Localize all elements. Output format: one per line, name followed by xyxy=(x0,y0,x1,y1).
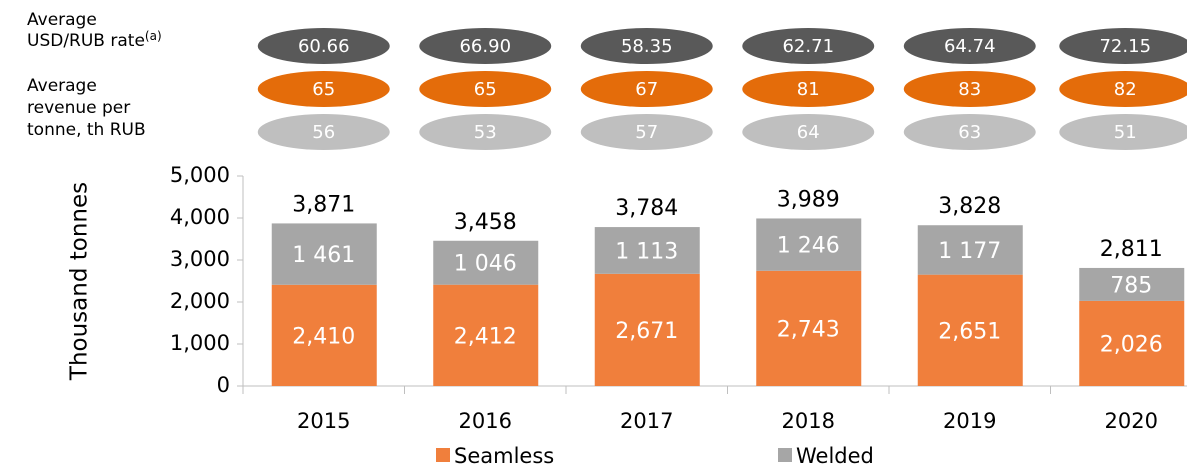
total-label: 3,871 xyxy=(292,192,355,217)
indicator-ellipse xyxy=(257,28,390,64)
row-label: revenue per xyxy=(27,98,130,118)
indicator-value: 72.15 xyxy=(1099,36,1151,57)
indicator-ellipse xyxy=(580,114,713,150)
indicator-value: 65 xyxy=(312,79,335,100)
y-axis-label: Thousand tonnes xyxy=(67,182,93,381)
bar-value-label: 1 461 xyxy=(292,243,355,268)
row-label: USD/RUB rate(a) xyxy=(27,29,162,52)
indicator-value: 67 xyxy=(635,79,658,100)
indicator-ellipse xyxy=(257,71,390,107)
bar-segment xyxy=(917,225,1023,275)
indicator-ellipse xyxy=(580,28,713,64)
indicator-value: 64.74 xyxy=(944,36,996,57)
bar-segment xyxy=(1079,300,1185,386)
row-label: tonne, th RUB xyxy=(27,120,146,140)
indicator-ellipse xyxy=(742,28,875,64)
bar-segment xyxy=(433,284,539,386)
indicator-value: 82 xyxy=(1114,79,1137,100)
indicator-ellipse xyxy=(1059,114,1187,150)
x-tick-label: 2017 xyxy=(620,409,673,433)
bar-value-label: 785 xyxy=(1110,273,1152,298)
row-label-superscript: (a) xyxy=(145,29,162,43)
bar-value-label: 2,651 xyxy=(938,319,1001,344)
bar-value-label: 2,410 xyxy=(292,324,355,349)
indicator-value: 51 xyxy=(1114,122,1137,143)
total-label: 3,989 xyxy=(777,187,840,212)
legend-label: Seamless xyxy=(454,444,554,468)
y-tick-label: 0 xyxy=(217,373,230,397)
legend-label: Welded xyxy=(796,444,874,468)
total-label: 3,828 xyxy=(938,194,1001,219)
row-label: Average xyxy=(27,10,97,30)
indicator-ellipse xyxy=(903,114,1036,150)
x-tick-label: 2020 xyxy=(1105,409,1158,433)
indicator-value: 63 xyxy=(958,122,981,143)
indicator-value: 81 xyxy=(797,79,820,100)
bar-value-label: 1 177 xyxy=(938,239,1001,264)
bar-value-label: 2,671 xyxy=(615,319,678,344)
legend-swatch xyxy=(436,448,450,462)
y-tick-label: 1,000 xyxy=(170,331,230,355)
bar-segment xyxy=(271,284,377,386)
bar-segment xyxy=(594,227,700,274)
bar-segment xyxy=(917,274,1023,386)
indicator-value: 58.35 xyxy=(621,36,673,57)
bar-segment xyxy=(271,223,377,285)
indicator-ellipse xyxy=(742,114,875,150)
indicator-value: 60.66 xyxy=(298,36,350,57)
bar-segment xyxy=(1079,267,1185,301)
bar-value-label: 1 046 xyxy=(454,252,517,277)
y-tick-label: 2,000 xyxy=(170,289,230,313)
indicator-value: 56 xyxy=(312,122,335,143)
bar-value-label: 2,412 xyxy=(454,324,517,349)
indicator-ellipse xyxy=(419,28,552,64)
bar-segment xyxy=(594,273,700,386)
indicator-ellipse xyxy=(580,71,713,107)
bar-value-label: 1 113 xyxy=(615,239,678,264)
indicator-value: 83 xyxy=(958,79,981,100)
indicator-ellipse xyxy=(257,114,390,150)
indicator-ellipse xyxy=(903,71,1036,107)
total-label: 2,811 xyxy=(1100,237,1163,262)
x-tick-label: 2016 xyxy=(459,409,512,433)
y-tick-label: 3,000 xyxy=(170,247,230,271)
indicator-ellipse xyxy=(1059,28,1187,64)
total-label: 3,458 xyxy=(454,210,517,235)
row-label: Average xyxy=(27,76,97,96)
total-label: 3,784 xyxy=(615,196,678,221)
indicator-value: 53 xyxy=(474,122,497,143)
x-tick-label: 2015 xyxy=(297,409,350,433)
legend-swatch xyxy=(778,448,792,462)
indicator-ellipse xyxy=(419,71,552,107)
x-tick-label: 2018 xyxy=(782,409,835,433)
bar-value-label: 2,743 xyxy=(777,317,840,342)
x-tick-label: 2019 xyxy=(943,409,996,433)
bar-segment xyxy=(433,240,539,285)
indicator-value: 62.71 xyxy=(782,36,834,57)
y-tick-label: 4,000 xyxy=(170,205,230,229)
bar-segment xyxy=(756,218,862,271)
indicator-value: 64 xyxy=(797,122,820,143)
bar-value-label: 1 246 xyxy=(777,234,840,259)
indicator-value: 65 xyxy=(474,79,497,100)
indicator-value: 66.90 xyxy=(459,36,511,57)
bar-value-label: 2,026 xyxy=(1100,332,1163,357)
indicator-ellipse xyxy=(419,114,552,150)
indicator-ellipse xyxy=(903,28,1036,64)
indicator-ellipse xyxy=(1059,71,1187,107)
indicator-value: 57 xyxy=(635,122,658,143)
bar-segment xyxy=(756,270,862,386)
y-tick-label: 5,000 xyxy=(170,163,230,187)
indicator-ellipse xyxy=(742,71,875,107)
